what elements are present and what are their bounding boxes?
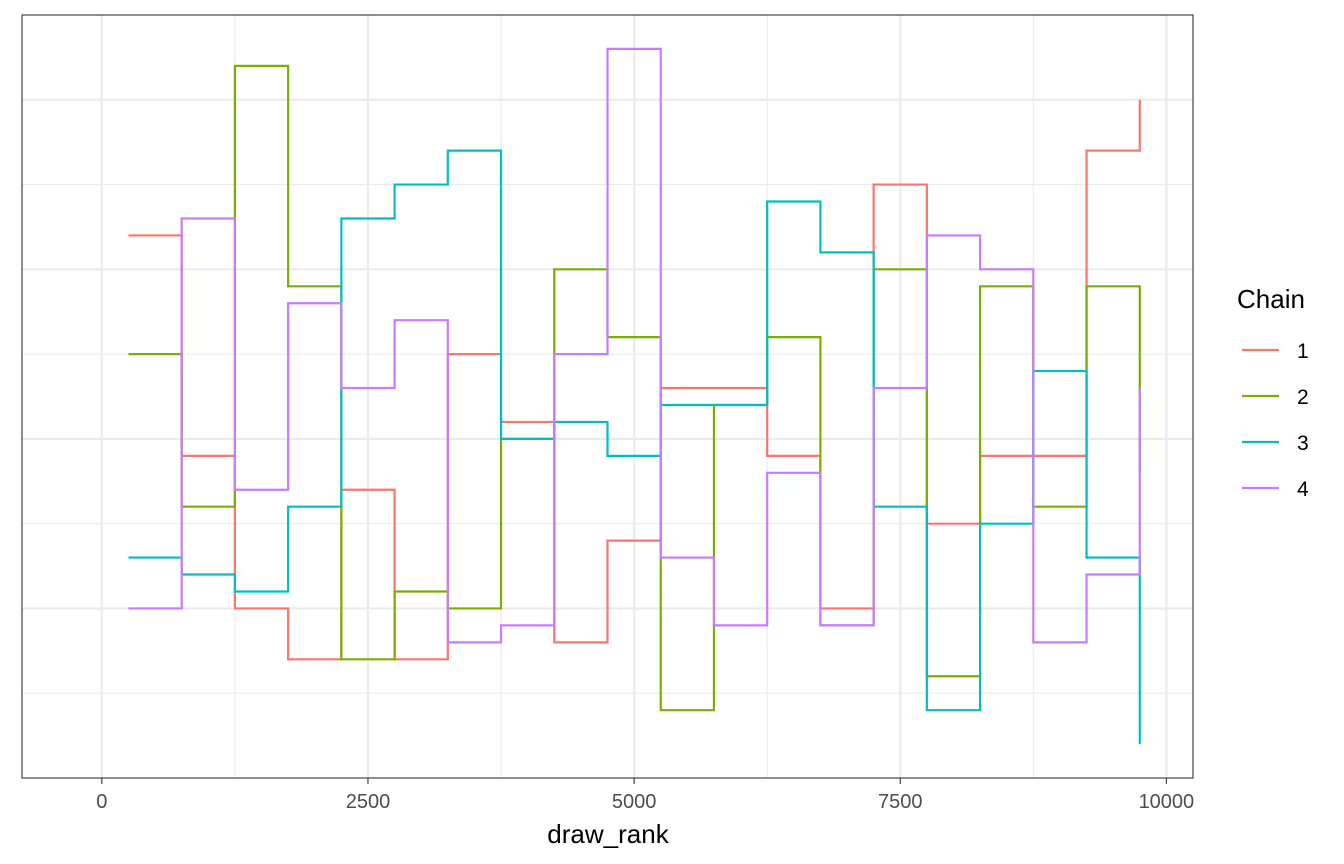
x-tick-label: 10000	[1139, 791, 1195, 813]
legend: Chain 1 2 3 4	[1237, 284, 1309, 501]
panel-border	[21, 14, 1194, 779]
legend-title: Chain	[1237, 284, 1305, 314]
x-tick-label: 2500	[346, 791, 391, 813]
series-line-chain-3	[128, 149, 1141, 745]
x-tick-label: 0	[96, 791, 107, 813]
x-tick-label: 7500	[878, 791, 923, 813]
series-lines	[128, 47, 1141, 745]
panel-border-rect	[21, 14, 1194, 779]
x-axis-title: draw_rank	[547, 819, 669, 849]
legend-label-chain-1: 1	[1297, 340, 1309, 363]
x-tick-label: 5000	[612, 791, 657, 813]
legend-label-chain-4: 4	[1297, 478, 1309, 501]
series-line-chain-4	[128, 47, 1141, 644]
x-axis: 0 2500 5000 7500 10000	[96, 778, 1194, 813]
legend-label-chain-3: 3	[1297, 432, 1309, 455]
legend-label-chain-2: 2	[1297, 386, 1309, 409]
